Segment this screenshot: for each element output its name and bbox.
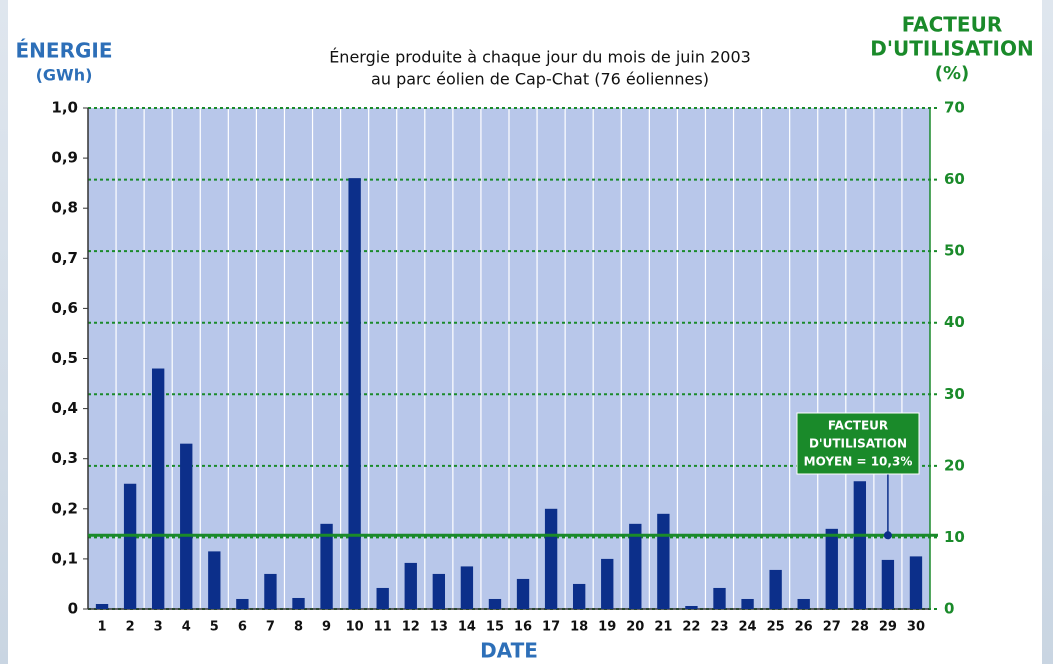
x-tick-label: 8 — [294, 620, 303, 635]
x-tick-label: 28 — [851, 620, 869, 635]
x-tick-label: 9 — [322, 620, 331, 635]
bar — [741, 598, 754, 609]
y-axis-label: (GWh) — [36, 66, 93, 85]
x-tick-label: 26 — [795, 620, 813, 635]
x-tick-label: 21 — [654, 620, 672, 635]
bar — [320, 523, 333, 609]
y2-tick-label: 0 — [944, 600, 954, 618]
x-tick-label: 19 — [598, 620, 616, 635]
x-tick-label: 25 — [767, 620, 785, 635]
x-tick-label: 15 — [486, 620, 504, 635]
x-tick-label: 13 — [430, 620, 448, 635]
y-tick-label: 0,8 — [51, 199, 78, 217]
x-tick-label: 27 — [823, 620, 841, 635]
x-tick-label: 12 — [402, 620, 420, 635]
bar — [544, 508, 558, 609]
bar — [797, 598, 810, 609]
x-tick-label: 29 — [879, 620, 897, 635]
x-tick-label: 3 — [154, 620, 163, 635]
bar — [516, 578, 530, 609]
bar — [769, 569, 782, 609]
annotation-box — [796, 412, 920, 475]
x-tick-label: 24 — [739, 620, 757, 635]
x-tick-label: 20 — [626, 620, 644, 635]
y-tick-label: 0,6 — [51, 299, 78, 317]
x-axis-label: DATE — [480, 639, 538, 663]
x-tick-label: 5 — [210, 620, 219, 635]
bar — [825, 528, 838, 609]
bar — [881, 559, 895, 609]
y-axis-label: ÉNERGIE — [16, 39, 113, 63]
annotation-dot — [883, 531, 892, 540]
x-tick-label: 22 — [682, 620, 700, 635]
bar — [685, 605, 698, 609]
y2-tick-label: 50 — [944, 242, 965, 260]
bar — [236, 598, 249, 609]
y-tick-label: 0,3 — [51, 449, 78, 467]
y-tick-label: 0,1 — [51, 549, 78, 567]
bar — [151, 368, 165, 609]
bar — [488, 598, 502, 609]
bar — [713, 587, 726, 609]
bar — [601, 558, 614, 609]
chart-title: au parc éolien de Cap-Chat (76 éoliennes… — [371, 70, 709, 89]
bar — [432, 573, 446, 609]
bar — [909, 556, 923, 609]
y-tick-label: 0,7 — [51, 249, 78, 267]
y2-tick-label: 60 — [944, 170, 965, 188]
y-tick-label: 0,5 — [51, 349, 78, 367]
y2-axis-label: D'UTILISATION — [870, 37, 1033, 61]
bar — [460, 566, 474, 609]
y2-axis-label: (%) — [935, 63, 970, 84]
bar — [292, 597, 305, 609]
bar — [208, 551, 221, 609]
bar — [123, 483, 137, 609]
bar — [404, 562, 417, 609]
annotation-text: D'UTILISATION — [809, 437, 907, 451]
x-tick-label: 10 — [346, 620, 364, 635]
x-tick-label: 4 — [182, 620, 191, 635]
bar — [853, 481, 867, 609]
y2-axis-label: FACTEUR — [902, 13, 1002, 37]
bar — [629, 523, 642, 609]
y-tick-label: 0,4 — [51, 399, 78, 417]
chart-title: Énergie produite à chaque jour du mois d… — [329, 48, 751, 67]
y2-tick-label: 70 — [944, 99, 965, 117]
x-tick-label: 14 — [458, 620, 476, 635]
bar — [95, 603, 109, 609]
x-tick-label: 23 — [710, 620, 728, 635]
x-tick-label: 6 — [238, 620, 247, 635]
y2-tick-label: 30 — [944, 385, 965, 403]
bar — [348, 178, 361, 609]
x-tick-label: 30 — [907, 620, 925, 635]
bar — [376, 587, 389, 609]
x-tick-label: 18 — [570, 620, 588, 635]
column-grid — [115, 108, 903, 609]
bar — [572, 583, 586, 609]
y2-tick-label: 20 — [944, 456, 965, 474]
x-tick-label: 7 — [266, 620, 275, 635]
y-tick-label: 0 — [68, 600, 78, 618]
bar — [180, 443, 193, 609]
y2-tick-label: 40 — [944, 313, 965, 331]
x-tick-label: 11 — [374, 620, 392, 635]
x-tick-label: 2 — [126, 620, 135, 635]
y-tick-label: 0,2 — [51, 499, 78, 517]
y-tick-label: 1,0 — [51, 99, 78, 117]
annotation-text: FACTEUR — [828, 419, 888, 433]
x-tick-label: 17 — [542, 620, 560, 635]
bar — [657, 513, 670, 609]
x-tick-label: 16 — [514, 620, 532, 635]
bar — [264, 573, 277, 609]
y2-tick-label: 10 — [944, 528, 965, 546]
y-tick-label: 0,9 — [51, 149, 78, 167]
x-tick-label: 1 — [98, 620, 107, 635]
annotation-text: MOYEN = 10,3% — [804, 455, 913, 469]
